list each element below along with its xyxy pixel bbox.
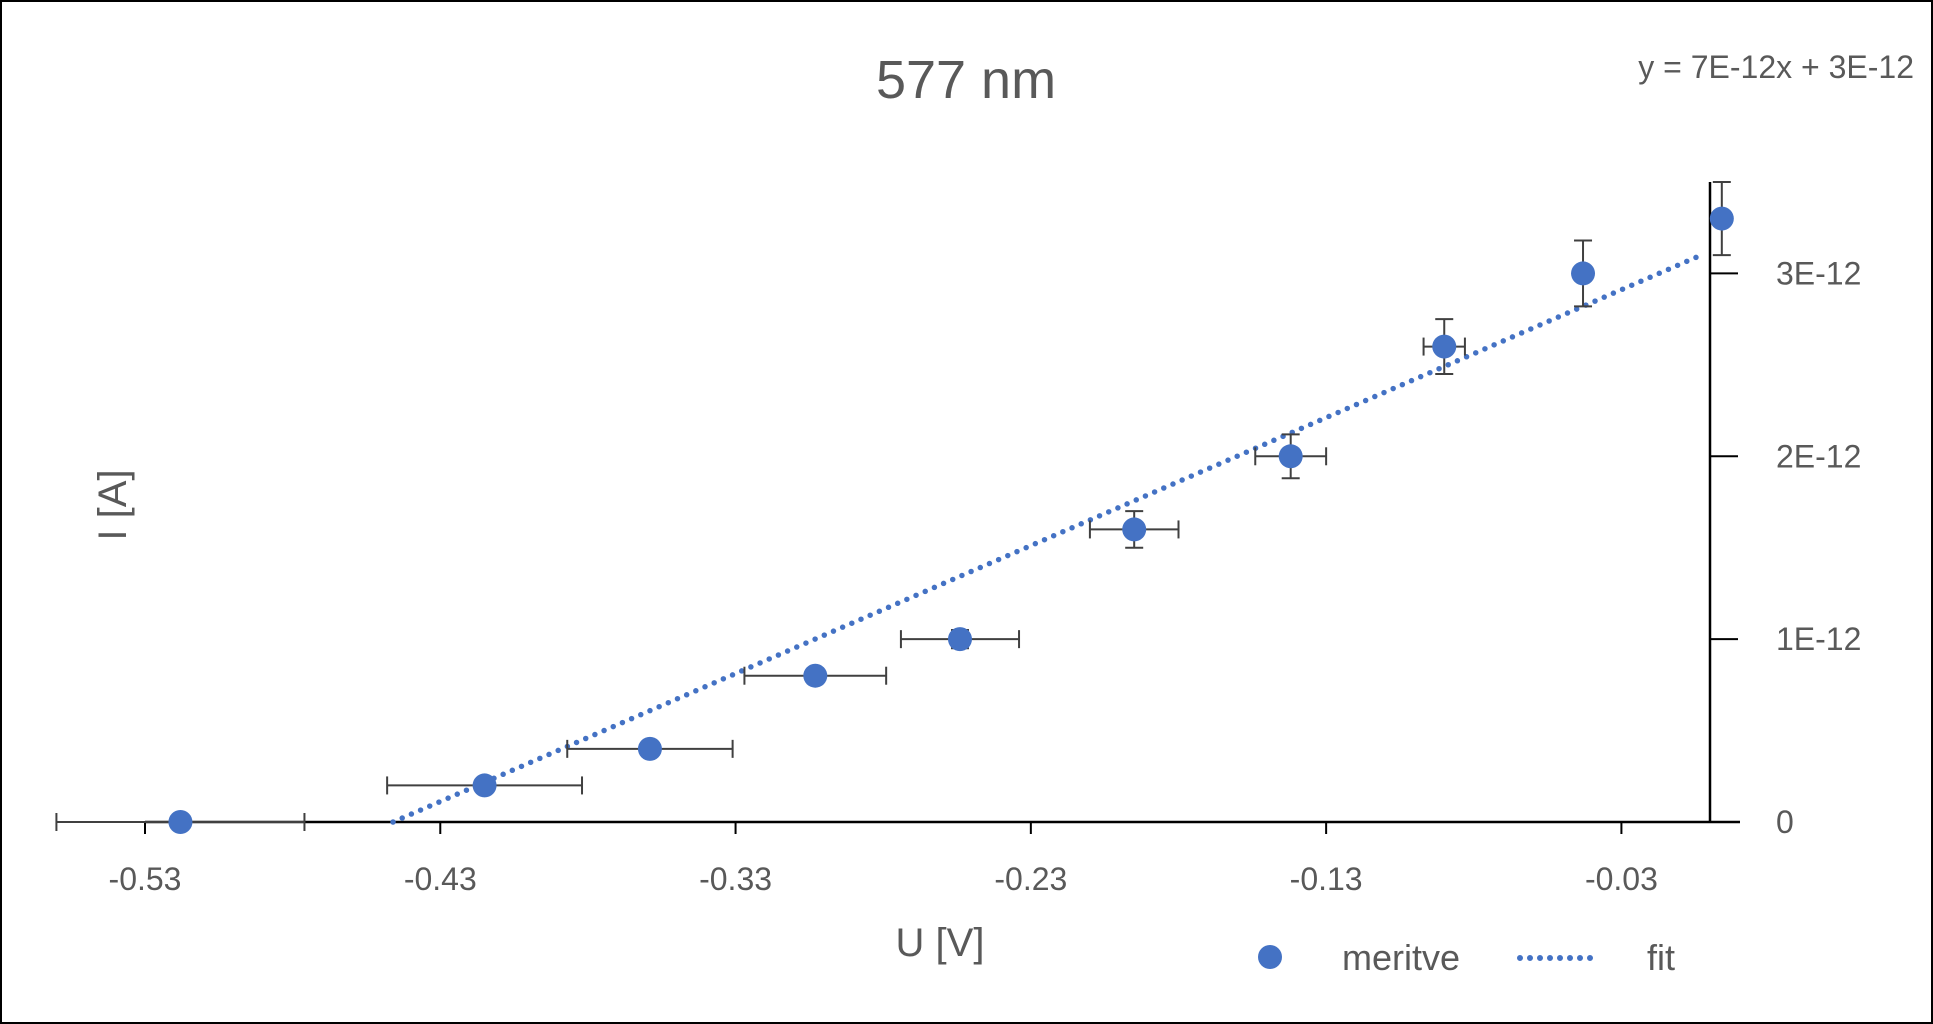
x-tick-label: -0.53 — [109, 861, 182, 897]
x-tick-label: -0.43 — [404, 861, 477, 897]
plot-area: -0.53 -0.43 -0.33 -0.23 -0.13 -0.03 0 1E-12 2E-1… — [55, 181, 1861, 897]
data-point — [947, 627, 972, 652]
y-tick-label: 1E-12 — [1776, 621, 1861, 657]
y-axis-label: I [A] — [91, 469, 135, 540]
x-tick-label: -0.03 — [1585, 861, 1658, 897]
data-point — [1709, 206, 1734, 231]
legend-marker-meritve — [1258, 945, 1282, 969]
chart-title: 577 nm — [876, 50, 1056, 110]
data-point — [1432, 334, 1457, 359]
legend: meritve fit — [1258, 937, 1675, 978]
data-point — [1571, 261, 1596, 286]
data-point — [472, 773, 497, 798]
fit-line — [390, 252, 1704, 825]
data-point — [168, 810, 193, 834]
legend-label-fit: fit — [1647, 937, 1675, 978]
data-point — [1278, 444, 1303, 469]
y-tick-label: 3E-12 — [1776, 255, 1861, 291]
data-point — [637, 736, 662, 761]
data-point — [803, 663, 828, 688]
legend-label-meritve: meritve — [1342, 937, 1460, 978]
x-tick-label: -0.33 — [699, 861, 772, 897]
x-tick-label: -0.23 — [994, 861, 1067, 897]
data-point — [1122, 517, 1147, 542]
x-tick-label: -0.13 — [1290, 861, 1363, 897]
fit-equation: y = 7E-12x + 3E-12 — [1638, 49, 1914, 85]
y-tick-label: 0 — [1776, 804, 1794, 840]
x-axis-label: U [V] — [896, 921, 985, 965]
y-tick-label: 2E-12 — [1776, 438, 1861, 474]
